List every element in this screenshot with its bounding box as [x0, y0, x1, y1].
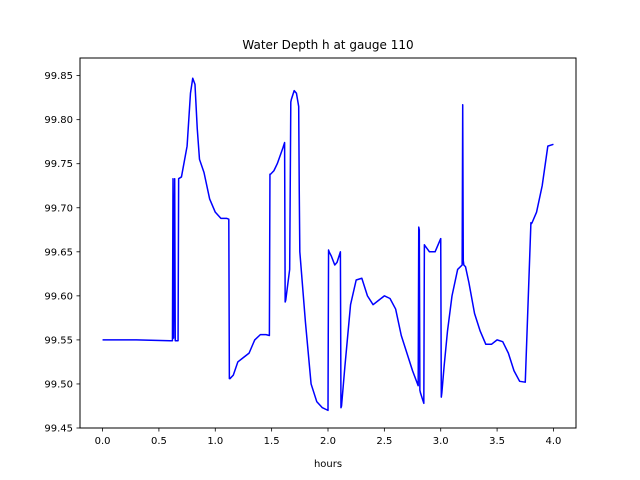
y-tick-label: 99.50 — [44, 379, 73, 390]
y-tick-label: 99.80 — [44, 115, 73, 126]
y-axis: 99.45 99.50 99.55 99.60 99.65 99.70 99.75 99.80… — [44, 71, 80, 435]
x-tick-label: 4.0 — [546, 436, 562, 447]
y-tick-label: 99.75 — [44, 159, 73, 170]
x-tick-label: 0.5 — [151, 436, 167, 447]
plot-area — [102, 77, 554, 412]
chart-title: Water Depth h at gauge 110 — [242, 38, 413, 52]
y-tick-label: 99.70 — [44, 203, 73, 214]
y-tick-label: 99.85 — [44, 71, 73, 82]
y-tick-label: 99.55 — [44, 335, 73, 346]
x-axis: 0.0 0.5 1.0 1.5 2.0 2.5 3.0 3.5 4.0 — [95, 428, 562, 447]
x-tick-label: 3.0 — [433, 436, 449, 447]
x-tick-label: 1.5 — [264, 436, 280, 447]
x-tick-label: 2.5 — [376, 436, 392, 447]
x-tick-label: 3.5 — [489, 436, 505, 447]
y-tick-label: 99.45 — [44, 424, 73, 435]
x-tick-label: 1.0 — [207, 436, 223, 447]
y-tick-label: 99.65 — [44, 247, 73, 258]
x-tick-label: 2.0 — [320, 436, 336, 447]
y-tick-label: 99.60 — [44, 291, 73, 302]
plot-frame — [79, 57, 577, 429]
x-tick-label: 0.0 — [95, 436, 111, 447]
series-line-1 — [102, 77, 554, 412]
x-axis-label: hours — [314, 459, 342, 470]
